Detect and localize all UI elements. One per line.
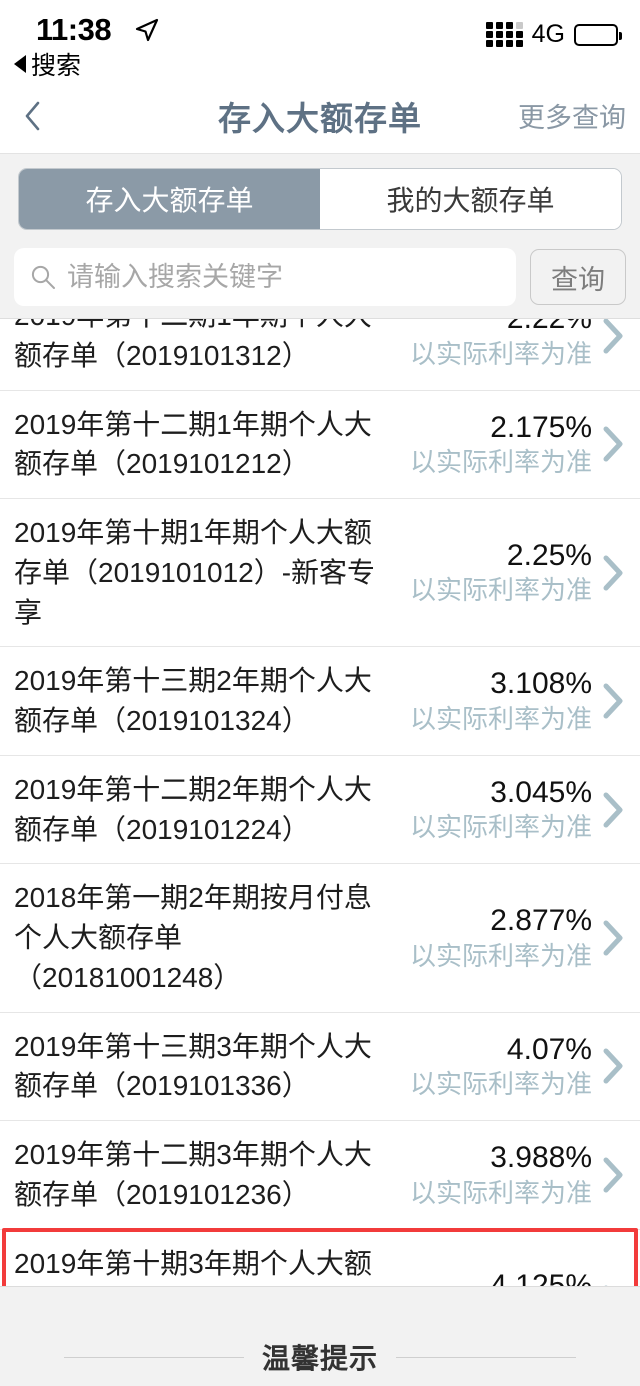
product-rate: 4.07% (506, 1032, 592, 1066)
chevron-right-icon (596, 791, 630, 829)
product-rate: 2.25% (506, 538, 592, 572)
product-name: 2019年第十期3年期个人大额存单（2019101036）-新客专享 (14, 1247, 372, 1279)
return-to-search-label: 搜索 (31, 52, 82, 80)
tab-my-cd[interactable]: 我的大额存单 (320, 169, 621, 229)
product-row[interactable]: 2019年第十期1年期个人大额存单（2019101012）-新客专享 2.25% 以… (0, 499, 640, 648)
product-rate-block: 2.22% 以实际利率为准 (396, 318, 596, 371)
product-rate: 2.877% (490, 904, 592, 938)
product-rate-note: 以实际利率为准 (409, 703, 592, 734)
battery-icon (574, 23, 622, 46)
product-rate: 3.988% (490, 1141, 592, 1175)
tab-bar: 存入大额存单 我的大额存单 (18, 168, 622, 230)
product-rate: 4.125% (490, 1269, 592, 1286)
product-name: 2019年第十二期1年期个人大额存单（2019101212） (14, 408, 372, 480)
product-rate-note: 以实际利率为准 (409, 940, 592, 971)
product-row[interactable]: 2019年第十二期3年期个人大额存单（2019101236） 3.988% 以实际利… (0, 1121, 640, 1230)
product-rate: 2.22% (506, 318, 592, 336)
location-arrow-icon (135, 18, 159, 42)
product-rate-note: 以实际利率为准 (409, 1069, 592, 1100)
chevron-right-icon (596, 1047, 630, 1085)
tip-divider-right (396, 1356, 576, 1358)
product-rate-block: 4.07% 以实际利率为准 (396, 1031, 596, 1102)
product-rate-block: 3.108% 以实际利率为准 (396, 665, 596, 736)
return-to-search-button[interactable]: 搜索 (14, 46, 81, 82)
tip-header: 温馨提示 (0, 1287, 640, 1377)
tip-divider-left (63, 1356, 244, 1358)
more-query-button[interactable]: 更多查询 (518, 103, 626, 133)
status-bar-time: 11:38 (36, 12, 112, 47)
status-bar: 11:38 搜索 4G (0, 0, 640, 80)
product-row[interactable]: 2019年第十二期2年期个人大额存单（2019101224） 3.045% 以实际利… (0, 755, 640, 865)
product-rate: 2.175% (490, 410, 592, 444)
product-rate-note: 以实际利率为准 (409, 812, 592, 843)
search-input[interactable] (67, 261, 500, 293)
back-triangle-icon (14, 55, 26, 73)
product-list-scroll-area[interactable]: 2019年第十二期1年期个人大额存单（2019101312） 2.22% 以实际利率… (0, 318, 640, 1286)
product-rate-block: 3.988% 以实际利率为准 (396, 1139, 596, 1210)
chevron-right-icon (596, 919, 630, 957)
search-icon (30, 264, 56, 290)
product-rate-block: 2.175% 以实际利率为准 (396, 409, 596, 480)
product-name: 2019年第十二期2年期个人大额存单（2019101224） (14, 773, 372, 845)
product-row[interactable]: 2018年第一期2年期按月付息个人大额存单（20181001248） 2.877%… (0, 864, 640, 1013)
navigation-bar: 存入大额存单 更多查询 (0, 78, 640, 154)
product-row[interactable]: 2019年第十三期2年期个人大额存单（2019101324） 3.108% 以实际利… (0, 647, 640, 756)
query-button[interactable]: 查询 (530, 249, 626, 305)
product-rate-block: 2.877% 以实际利率为准 (396, 902, 596, 973)
chevron-left-icon (24, 101, 41, 131)
status-bar-right: 4G (485, 20, 622, 49)
chevron-right-icon (596, 319, 630, 355)
product-rate-block: 2.25% 以实际利率为准 (396, 537, 596, 608)
product-rate-note: 以实际利率为准 (409, 575, 592, 606)
product-row[interactable]: 2019年第十二期1年期个人大额存单（2019101312） 2.22% 以实际利率… (0, 318, 640, 391)
chevron-right-icon (596, 1156, 630, 1194)
footer-tip-area: 温馨提示 以上产品利率仅供参考，请您以实际交易利率为准。 ∞ 悟空问答 (0, 1286, 640, 1386)
product-rate-block: 4.125%以实际利率为准 (396, 1267, 596, 1286)
product-rate-note: 以实际利率为准 (409, 338, 592, 369)
chevron-right-icon (596, 554, 630, 592)
product-name: 2019年第十三期2年期个人大额存单（2019101324） (14, 665, 372, 736)
top-panel: 存入大额存单 我的大额存单 查询 (0, 154, 640, 318)
signal-strength-icon (485, 22, 523, 47)
product-rate-block: 3.045% 以实际利率为准 (396, 774, 596, 845)
product-name: 2019年第十二期1年期个人大额存单（2019101312） (14, 319, 372, 371)
product-name: 2018年第一期2年期按月付息个人大额存单（20181001248） (14, 882, 372, 993)
tip-title: 温馨提示 (261, 1343, 378, 1374)
product-name: 2019年第十三期3年期个人大额存单（2019101336） (14, 1030, 372, 1102)
product-row[interactable]: 2019年第十三期3年期个人大额存单（2019101336） 4.07% 以实际利率… (0, 1012, 640, 1121)
product-rate-note: 以实际利率为准 (409, 1177, 592, 1208)
chevron-right-icon (596, 425, 630, 463)
product-row[interactable]: 2019年第十二期1年期个人大额存单（2019101212） 2.175% 以实际利… (0, 390, 640, 499)
product-rate-note: 以实际利率为准 (409, 447, 592, 478)
search-box[interactable] (14, 248, 516, 306)
network-type-label: 4G (531, 20, 565, 48)
product-list: 2019年第十二期1年期个人大额存单（2019101312） 2.22% 以实际利率… (0, 318, 640, 1286)
search-row: 查询 (14, 248, 626, 306)
back-button[interactable] (0, 101, 64, 131)
product-name: 2019年第十二期3年期个人大额存单（2019101236） (14, 1139, 372, 1210)
product-rate: 3.108% (490, 667, 592, 701)
chevron-right-icon (596, 682, 630, 720)
product-row[interactable]: 2019年第十期3年期个人大额存单（2019101036）-新客专享 4.125%… (0, 1229, 640, 1286)
product-name: 2019年第十期1年期个人大额存单（2019101012）-新客专享 (14, 517, 376, 628)
tab-deposit-cd[interactable]: 存入大额存单 (19, 169, 320, 229)
product-rate: 3.045% (490, 775, 592, 809)
